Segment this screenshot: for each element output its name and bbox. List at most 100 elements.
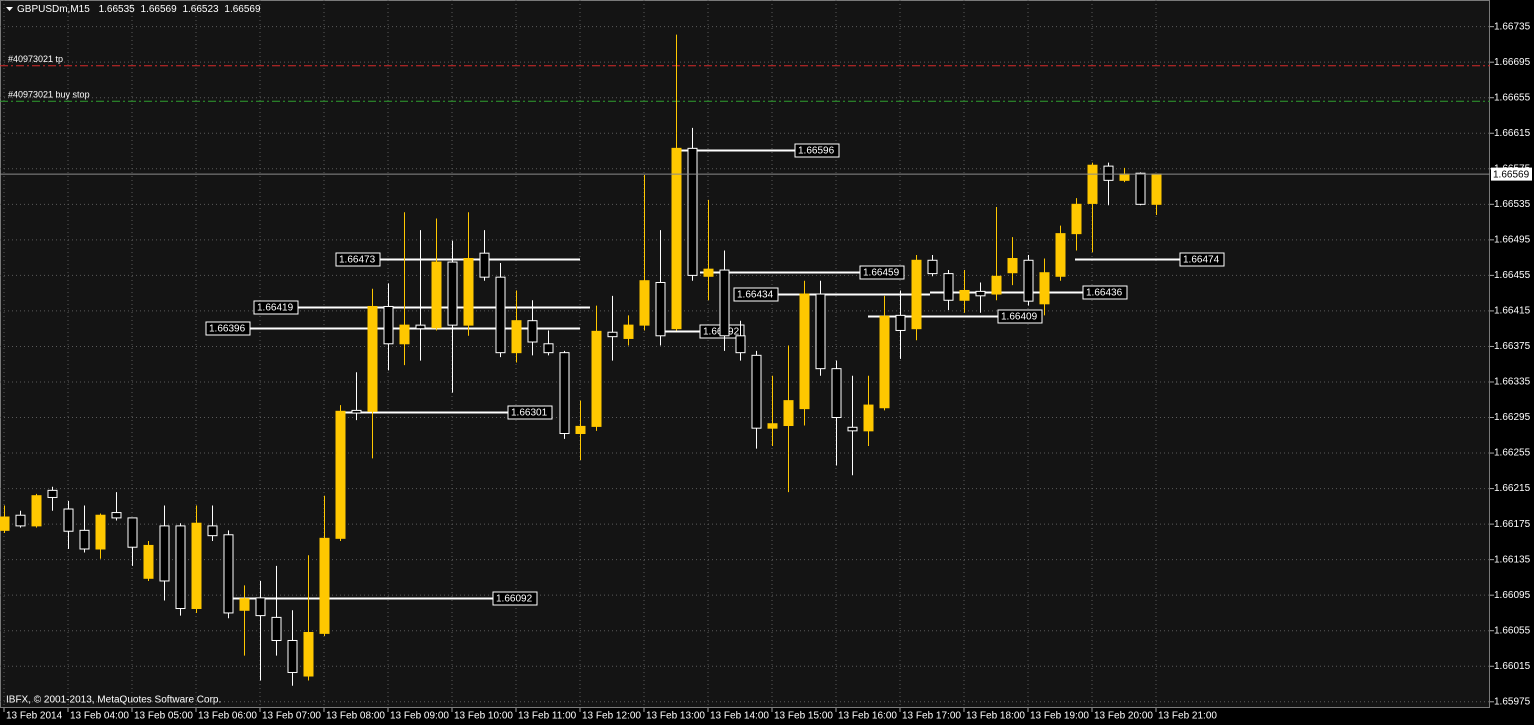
bear-body — [175, 525, 186, 610]
y-tick-label: 1.66135 — [1494, 554, 1531, 565]
y-tick-label: 1.66495 — [1494, 234, 1531, 245]
header-open: 1.66535 — [99, 4, 136, 15]
bull-body — [239, 598, 250, 611]
y-tick-label: 1.66455 — [1494, 270, 1531, 281]
bull-body — [767, 423, 778, 429]
level-label-box — [859, 265, 905, 280]
level-label-box — [492, 591, 538, 606]
header-low: 1.66523 — [182, 4, 219, 15]
x-tick-label: 13 Feb 06:00 — [198, 711, 257, 722]
bull-body — [303, 631, 314, 677]
bear-body — [815, 293, 826, 370]
level-label-box — [507, 405, 553, 420]
y-tick-label: 1.66695 — [1494, 57, 1531, 68]
order-lines: #40973021 tp #40973021 buy stop — [0, 54, 1490, 102]
x-tick-label: 13 Feb 18:00 — [966, 711, 1025, 722]
bull-body — [95, 514, 106, 550]
x-tick-label: 13 Feb 13:00 — [646, 711, 705, 722]
menu-arrow[interactable] — [6, 7, 13, 11]
y-tick-label: 1.66375 — [1494, 341, 1531, 352]
bear-body — [127, 517, 138, 548]
x-tick-label: 13 Feb 04:00 — [70, 711, 129, 722]
y-tick-label: 1.66255 — [1494, 448, 1531, 459]
y-tick-label: 1.66735 — [1494, 21, 1531, 32]
y-tick-label: 1.65975 — [1494, 696, 1531, 707]
x-tick-label: 13 Feb 19:00 — [1030, 711, 1089, 722]
y-tick-label: 1.66095 — [1494, 590, 1531, 601]
bear-body — [111, 512, 122, 519]
y-tick-label: 1.66175 — [1494, 519, 1531, 530]
bear-body — [975, 290, 986, 297]
bull-body — [511, 320, 522, 354]
bull-body — [639, 280, 650, 326]
plot-area — [0, 0, 1490, 708]
bear-body — [159, 525, 170, 582]
bear-body — [63, 508, 74, 532]
level-label: 1.66301 — [511, 408, 548, 419]
bear-body — [415, 324, 426, 330]
level-label: 1.66409 — [1001, 312, 1038, 323]
level-label-box — [205, 321, 251, 336]
bear-body — [1103, 165, 1114, 181]
x-tick-label: 13 Feb 20:00 — [1094, 711, 1153, 722]
order-label: #40973021 tp — [8, 54, 63, 64]
bear-body — [687, 147, 698, 276]
order-label: #40973021 buy stop — [8, 90, 90, 100]
bull-body — [959, 289, 970, 301]
bull-body — [783, 400, 794, 427]
x-tick-label: 13 Feb 14:00 — [710, 711, 769, 722]
y-tick-label: 1.66615 — [1494, 128, 1531, 139]
x-tick-label: 13 Feb 2014 — [6, 711, 63, 722]
bear-body — [495, 276, 506, 354]
price-label: 1.66569 — [1493, 169, 1530, 180]
level-label: 1.66396 — [209, 324, 246, 335]
bull-body — [143, 544, 154, 579]
level-label: 1.66434 — [737, 290, 774, 301]
bull-body — [1119, 173, 1130, 181]
bear-body — [847, 426, 858, 432]
x-tick-label: 13 Feb 16:00 — [838, 711, 897, 722]
bull-body — [623, 324, 634, 339]
bear-body — [1135, 172, 1146, 205]
x-tick-label: 13 Feb 05:00 — [134, 711, 193, 722]
bull-body — [575, 425, 586, 435]
bull-body — [671, 147, 682, 330]
level-label-box — [733, 287, 779, 302]
y-tick-label: 1.66415 — [1494, 306, 1531, 317]
bull-body — [0, 516, 10, 531]
y-tick-label: 1.66295 — [1494, 412, 1531, 423]
symbol: GBPUSDm,M15 — [17, 4, 90, 15]
header-close: 1.66569 — [224, 4, 261, 15]
x-tick-label: 13 Feb 10:00 — [454, 711, 513, 722]
y-tick-label: 1.66215 — [1494, 483, 1531, 494]
level-label-box — [1082, 285, 1128, 300]
y-tick-label: 1.66055 — [1494, 625, 1531, 636]
x-tick-label: 13 Feb 17:00 — [902, 711, 961, 722]
y-tick-label: 1.66655 — [1494, 92, 1531, 103]
bear-body — [79, 529, 90, 550]
chart-header: GBPUSDm,M15 1.66535 1.66569 1.66523 1.66… — [17, 4, 261, 15]
bull-body — [991, 275, 1002, 295]
bear-body — [383, 305, 394, 345]
bull-body — [319, 537, 330, 634]
bear-body — [271, 616, 282, 641]
x-tick-label: 13 Feb 11:00 — [518, 711, 577, 722]
bull-body — [911, 259, 922, 330]
bear-body — [255, 597, 266, 617]
bull-body — [1087, 164, 1098, 204]
bear-body — [559, 352, 570, 435]
bear-body — [943, 273, 954, 301]
bull-body — [1071, 203, 1082, 235]
header-high: 1.66569 — [141, 4, 178, 15]
axes: 1.667351.666951.666551.666151.665751.665… — [0, 21, 1532, 722]
bull-body — [463, 258, 474, 326]
x-tick-label: 13 Feb 07:00 — [262, 711, 321, 722]
bull-body — [191, 522, 202, 610]
level-label-box — [794, 143, 840, 158]
bull-body — [399, 324, 410, 345]
bear-body — [15, 514, 26, 527]
bear-body — [735, 335, 746, 354]
bull-body — [367, 305, 378, 412]
